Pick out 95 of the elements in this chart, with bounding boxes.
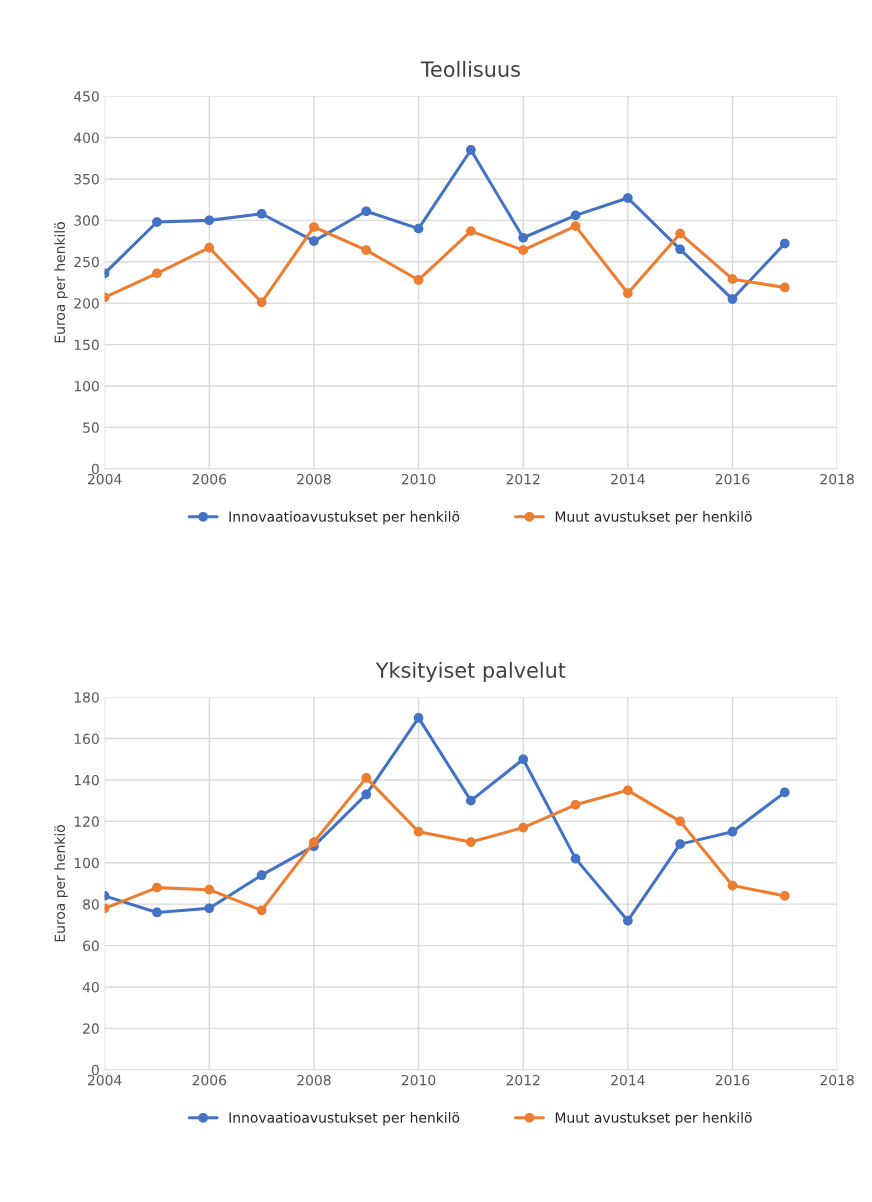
point [518, 245, 529, 256]
point [518, 754, 529, 765]
point [570, 799, 581, 810]
y-tick-label: 0 [91, 1064, 99, 1076]
x-tick-label: 2004 [87, 473, 122, 485]
x-tick-label: 2004 [87, 1074, 122, 1086]
point [727, 880, 738, 891]
x-tick-label: 2014 [611, 473, 645, 485]
point [413, 223, 424, 234]
x-tick-label: 2010 [401, 1074, 436, 1086]
y-tick-label: 300 [74, 215, 99, 226]
point [152, 217, 162, 227]
point [622, 915, 633, 926]
point [466, 145, 476, 155]
point [727, 826, 738, 837]
x-tick-label: 2018 [820, 473, 854, 485]
legend-label: Innovaatioavustukset per henkilö [229, 511, 460, 525]
point [779, 891, 790, 901]
y-tick-label: 100 [74, 380, 99, 392]
legend-label: Muut avustukset per henkilö [555, 1112, 752, 1126]
x-tick-label: 2016 [715, 1074, 750, 1086]
point [622, 193, 633, 203]
y-tick-label: 350 [74, 173, 99, 185]
point [152, 907, 162, 918]
point [675, 228, 686, 239]
point [466, 837, 476, 847]
y-tick-label: 200 [74, 298, 99, 309]
point [413, 275, 424, 285]
point [361, 206, 372, 217]
point [152, 268, 162, 279]
point [675, 839, 686, 849]
point [570, 853, 581, 864]
point [779, 238, 790, 249]
chart-title: Yksityiset palvelut [375, 661, 566, 683]
point [256, 870, 267, 881]
point [256, 297, 267, 308]
x-tick-label: 2006 [192, 1074, 227, 1086]
point [727, 274, 738, 285]
point [779, 787, 790, 798]
point [309, 236, 319, 246]
x-tick-label: 2006 [192, 473, 227, 485]
point [570, 210, 581, 221]
point [256, 208, 267, 219]
point [204, 903, 215, 914]
y-tick-label: 450 [73, 91, 99, 102]
point [309, 837, 319, 847]
chart-title: Teollisuus [420, 60, 520, 78]
point [675, 816, 686, 827]
x-tick-label: 2012 [506, 1074, 540, 1086]
y-tick-label: 150 [74, 339, 99, 351]
y-tick-label: 40 [82, 981, 99, 993]
y-tick-label: 400 [73, 132, 99, 144]
y-tick-label: 100 [74, 857, 99, 869]
point [413, 826, 424, 837]
x-tick-label: 2014 [611, 1074, 645, 1086]
legend-label: Innovaatioavustukset per henkilö [229, 1112, 460, 1126]
y-axis-title: Euroa per henkilö [54, 222, 68, 343]
point [622, 785, 633, 796]
point [518, 822, 529, 833]
point [204, 884, 215, 895]
y-tick-label: 140 [74, 774, 99, 786]
y-axis-title: Euroa per henkiö [54, 825, 68, 942]
y-tick-label: 120 [74, 816, 99, 827]
x-tick-label: 2012 [506, 473, 540, 485]
point [727, 294, 738, 304]
y-tick-label: 20 [83, 1023, 99, 1034]
point [413, 713, 424, 723]
point [309, 222, 319, 232]
point [361, 773, 372, 783]
y-tick-label: 0 [91, 463, 99, 475]
point [204, 215, 215, 226]
point [204, 242, 215, 253]
x-tick-label: 2008 [297, 473, 331, 485]
y-tick-label: 60 [83, 940, 99, 952]
y-tick-label: 180 [74, 692, 99, 703]
point [466, 795, 476, 806]
y-tick-label: 250 [74, 256, 99, 268]
x-tick-label: 2018 [820, 1074, 854, 1086]
y-tick-label: 50 [83, 422, 99, 433]
point [361, 789, 372, 800]
point [779, 282, 790, 293]
legend-label: Muut avustukset per henkilö [555, 511, 752, 525]
point [466, 226, 476, 236]
point [675, 244, 686, 255]
point [256, 905, 267, 916]
point [570, 221, 581, 232]
x-tick-label: 2016 [715, 473, 750, 485]
point [518, 232, 529, 243]
y-tick-label: 160 [74, 733, 99, 745]
y-tick-label: 80 [83, 899, 99, 910]
point [622, 288, 633, 299]
point [152, 882, 162, 893]
x-tick-label: 2010 [401, 473, 436, 485]
x-tick-label: 2008 [297, 1074, 331, 1086]
point [361, 245, 372, 256]
